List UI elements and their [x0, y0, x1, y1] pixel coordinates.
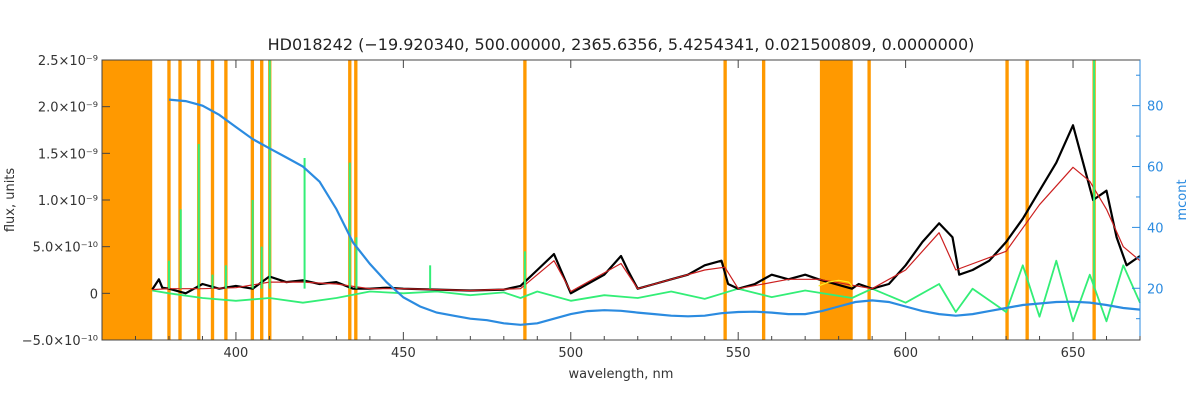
y-axis-ticks: 2.5×10⁻⁹ 2.0×10⁻⁹ 1.5×10⁻⁹ 1.0×10⁻⁹ 5.0×10⁻¹…	[22, 54, 110, 349]
masked-region	[1025, 60, 1029, 340]
y2-axis-label: mcont	[1175, 179, 1190, 220]
y-tick-label: 1.5×10⁻⁹	[38, 147, 98, 162]
y-axis-label: flux, units	[3, 168, 18, 233]
y2-tick-label: 60	[1147, 161, 1164, 176]
x-tick-label: 650	[1061, 346, 1086, 361]
y-tick-label: 1.0×10⁻⁹	[38, 194, 98, 209]
masked-region	[354, 60, 358, 340]
x-tick-label: 500	[558, 346, 583, 361]
y-tick-label: 5.0×10⁻¹⁰	[33, 241, 98, 256]
series-line	[152, 259, 1141, 323]
y-tick-label: 0	[90, 287, 98, 302]
series-line	[151, 124, 1141, 295]
y-tick-label: 2.0×10⁻⁹	[38, 101, 98, 116]
y2-axis-ticks: 20 40 60 80	[1132, 74, 1164, 320]
x-tick-label: 450	[391, 346, 416, 361]
x-axis-ticks: 400 450 500 550 600 650	[134, 60, 1141, 361]
masked-region	[167, 60, 171, 340]
masked-region	[210, 60, 215, 340]
masked-region	[867, 60, 871, 340]
series-line	[152, 166, 1141, 293]
chart-title: HD018242 (−19.920340, 500.00000, 2365.63…	[268, 35, 975, 54]
series-line	[818, 279, 853, 287]
emission-spikes	[167, 60, 1096, 289]
y2-tick-label: 80	[1147, 100, 1164, 115]
masked-region	[761, 60, 766, 340]
x-tick-label: 600	[893, 346, 918, 361]
y2-tick-label: 20	[1147, 282, 1164, 297]
masked-region	[224, 60, 228, 340]
masked-region	[723, 60, 727, 340]
masked-region	[523, 60, 527, 340]
series-layer	[151, 124, 1141, 323]
masked-region	[260, 60, 264, 340]
y-tick-label: −5.0×10⁻¹⁰	[22, 334, 98, 349]
masked-region	[178, 60, 182, 340]
x-tick-label: 550	[726, 346, 751, 361]
x-axis-label: wavelength, nm	[569, 367, 674, 382]
mcont-line	[168, 98, 1141, 326]
masked-region	[102, 60, 153, 340]
y2-tick-label: 40	[1147, 221, 1164, 236]
y-tick-label: 2.5×10⁻⁹	[38, 54, 98, 69]
plot-frame	[101, 59, 1141, 341]
x-tick-label: 400	[224, 346, 249, 361]
mcont-layer	[168, 98, 1141, 326]
masked-region	[1005, 60, 1009, 340]
